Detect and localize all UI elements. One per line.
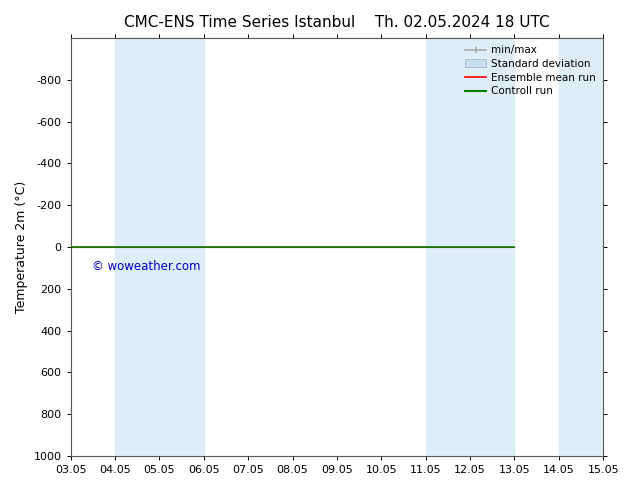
Bar bbox=[115, 38, 204, 456]
Bar bbox=[559, 38, 603, 456]
Bar bbox=[425, 38, 514, 456]
Text: © woweather.com: © woweather.com bbox=[92, 260, 200, 272]
Title: CMC-ENS Time Series Istanbul    Th. 02.05.2024 18 UTC: CMC-ENS Time Series Istanbul Th. 02.05.2… bbox=[124, 15, 550, 30]
Y-axis label: Temperature 2m (°C): Temperature 2m (°C) bbox=[15, 181, 28, 313]
Legend: min/max, Standard deviation, Ensemble mean run, Controll run: min/max, Standard deviation, Ensemble me… bbox=[463, 43, 598, 98]
